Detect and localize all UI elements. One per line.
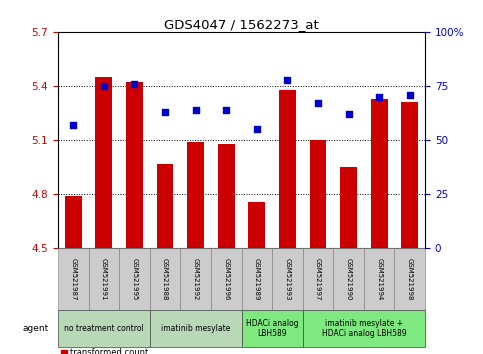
Point	[345, 112, 353, 117]
Text: GSM521998: GSM521998	[407, 258, 413, 300]
Bar	[248, 201, 265, 249]
Text: GSM521991: GSM521991	[101, 258, 107, 300]
Bar	[150, 249, 180, 309]
Title: GDS4047 / 1562273_at: GDS4047 / 1562273_at	[164, 18, 319, 31]
Bar	[310, 140, 327, 249]
Bar	[150, 309, 242, 347]
Bar	[340, 167, 357, 249]
Bar	[303, 249, 333, 309]
Bar	[187, 142, 204, 249]
Text: GSM521994: GSM521994	[376, 258, 382, 300]
Point	[60, 350, 68, 354]
Text: GSM521993: GSM521993	[284, 258, 290, 300]
Bar	[218, 144, 235, 249]
Bar	[119, 249, 150, 309]
Point	[406, 92, 413, 97]
Text: GSM521995: GSM521995	[131, 258, 138, 300]
Bar	[395, 249, 425, 309]
Point	[375, 94, 383, 100]
Text: agent: agent	[23, 324, 49, 333]
Text: GSM521997: GSM521997	[315, 258, 321, 300]
Text: GSM521989: GSM521989	[254, 258, 260, 300]
Bar	[364, 249, 395, 309]
Bar	[333, 249, 364, 309]
Bar	[371, 99, 387, 249]
Point	[253, 126, 261, 132]
Point	[222, 107, 230, 113]
Bar	[156, 164, 173, 249]
Point	[130, 81, 138, 87]
Text: GSM521990: GSM521990	[345, 258, 352, 300]
Bar	[58, 309, 150, 347]
Bar	[272, 249, 303, 309]
Text: GSM521996: GSM521996	[223, 258, 229, 300]
Bar	[58, 249, 88, 309]
Point	[314, 101, 322, 106]
Text: imatinib mesylate +
HDACi analog LBH589: imatinib mesylate + HDACi analog LBH589	[322, 319, 406, 338]
Text: GSM521987: GSM521987	[70, 258, 76, 300]
Text: HDACi analog
LBH589: HDACi analog LBH589	[246, 319, 298, 338]
Point	[70, 122, 77, 128]
Text: GSM521992: GSM521992	[193, 258, 199, 300]
Bar	[126, 82, 143, 249]
Bar	[242, 249, 272, 309]
Bar	[242, 309, 303, 347]
Text: imatinib mesylate: imatinib mesylate	[161, 324, 230, 333]
Bar	[401, 102, 418, 249]
Bar	[180, 249, 211, 309]
Text: GSM521988: GSM521988	[162, 258, 168, 300]
Bar	[96, 77, 112, 249]
Bar	[279, 90, 296, 249]
Bar	[65, 196, 82, 249]
Point	[100, 83, 108, 89]
Point	[192, 107, 199, 113]
Point	[284, 77, 291, 82]
Bar	[211, 249, 242, 309]
Bar	[303, 309, 425, 347]
Text: no treatment control: no treatment control	[64, 324, 144, 333]
Text: transformed count: transformed count	[70, 348, 148, 354]
Point	[161, 109, 169, 115]
Bar	[88, 249, 119, 309]
